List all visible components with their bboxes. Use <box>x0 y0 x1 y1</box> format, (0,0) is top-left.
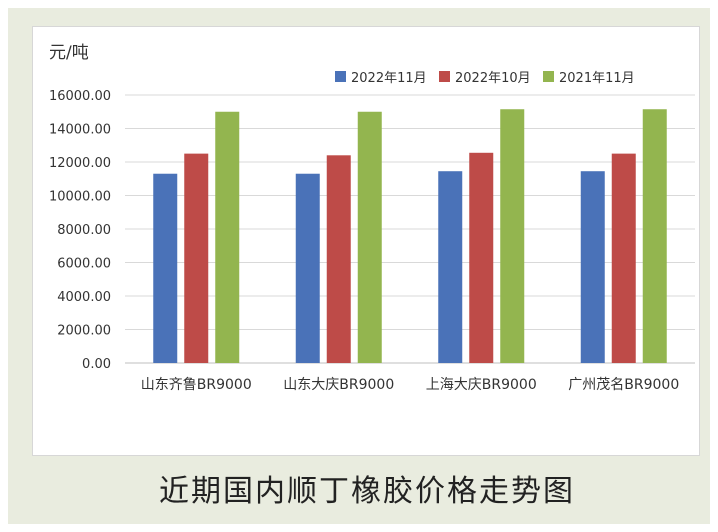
y-tick-labels: 0.00 2000.00 4000.00 6000.00 8000.00 10000.00… <box>49 89 111 372</box>
legend-swatch <box>335 71 346 82</box>
legend: 2022年11月 2022年10月 2021年11月 <box>335 71 635 86</box>
bar-chart: 元/吨 0.00 2000.00 4000.00 6000.00 8000.00 1000… <box>49 43 695 393</box>
bars <box>153 109 667 363</box>
y-tick-label: 4000.00 <box>57 290 111 305</box>
x-tick-label: 广州茂名BR9000 <box>568 376 679 393</box>
x-tick-label: 山东齐鲁BR9000 <box>141 377 252 393</box>
bar <box>642 109 667 363</box>
y-tick-label: 2000.00 <box>57 324 111 339</box>
legend-label: 2022年11月 <box>351 71 427 86</box>
bar <box>500 109 525 363</box>
figure-caption: 近期国内顺丁橡胶价格走势图 <box>159 474 575 509</box>
legend-label: 2022年10月 <box>455 71 531 86</box>
legend-label: 2021年11月 <box>559 71 635 86</box>
y-tick-label: 10000.00 <box>49 190 111 205</box>
x-tick-label: 上海大庆BR9000 <box>426 377 537 393</box>
y-tick-label: 6000.00 <box>57 257 111 272</box>
bar <box>295 173 320 363</box>
y-tick-label: 0.00 <box>82 357 111 372</box>
bar <box>184 153 209 363</box>
chart-panel: 元/吨 0.00 2000.00 4000.00 6000.00 8000.00 1000… <box>32 26 700 456</box>
bar <box>438 171 463 363</box>
figure-frame: 元/吨 0.00 2000.00 4000.00 6000.00 8000.00 1000… <box>8 8 710 524</box>
bar <box>580 171 605 363</box>
x-tick-labels: 山东齐鲁BR9000 山东大庆BR9000 上海大庆BR9000 广州茂名BR9000 <box>141 376 679 393</box>
bar <box>215 111 240 363</box>
bar <box>611 153 636 363</box>
bar <box>326 155 351 363</box>
bar <box>153 173 178 363</box>
bar <box>357 111 382 363</box>
y-tick-label: 14000.00 <box>49 123 111 138</box>
legend-swatch <box>439 71 450 82</box>
bar <box>469 152 494 363</box>
legend-swatch <box>543 71 554 82</box>
y-tick-label: 16000.00 <box>49 89 111 104</box>
x-tick-label: 山东大庆BR9000 <box>283 377 394 393</box>
y-unit-label: 元/吨 <box>49 43 89 63</box>
gridlines <box>125 94 695 364</box>
y-tick-label: 8000.00 <box>57 223 111 238</box>
y-tick-label: 12000.00 <box>49 156 111 171</box>
